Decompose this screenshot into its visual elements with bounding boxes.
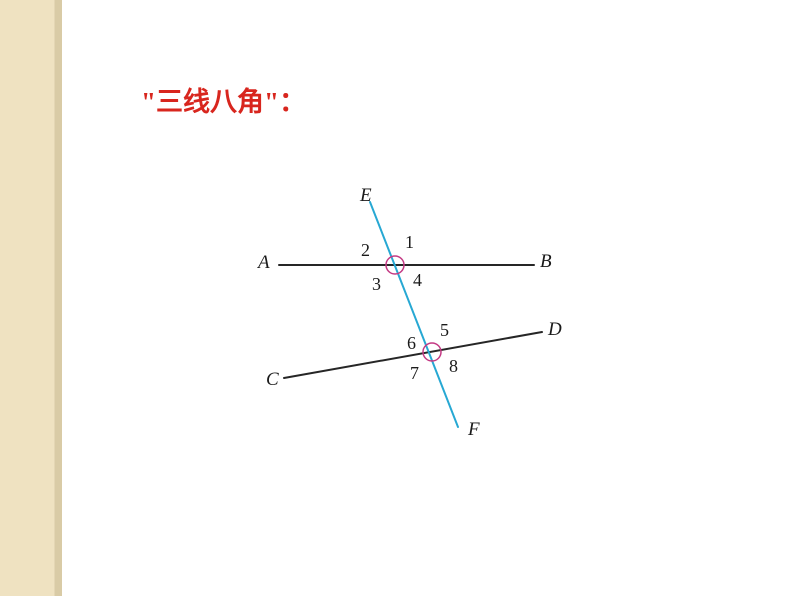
point-label-B: B bbox=[540, 251, 552, 273]
point-label-E: E bbox=[360, 185, 372, 207]
angle-label-3: 3 bbox=[372, 274, 381, 295]
angle-label-5: 5 bbox=[440, 320, 449, 341]
angle-label-4: 4 bbox=[413, 270, 422, 291]
point-label-C: C bbox=[266, 369, 279, 391]
angle-label-1: 1 bbox=[405, 232, 414, 253]
slide-sidebar bbox=[0, 0, 62, 596]
point-label-A: A bbox=[258, 252, 270, 274]
three-lines-eight-angles-diagram: ABCDEF12345678 bbox=[255, 185, 575, 445]
angle-label-2: 2 bbox=[361, 240, 370, 261]
diagram-svg bbox=[255, 185, 575, 445]
angle-label-7: 7 bbox=[410, 363, 419, 384]
angle-label-8: 8 bbox=[449, 356, 458, 377]
slide-title: "三线八角"： bbox=[141, 80, 306, 119]
point-label-F: F bbox=[468, 419, 480, 441]
angle-label-6: 6 bbox=[407, 333, 416, 354]
point-label-D: D bbox=[548, 319, 562, 341]
